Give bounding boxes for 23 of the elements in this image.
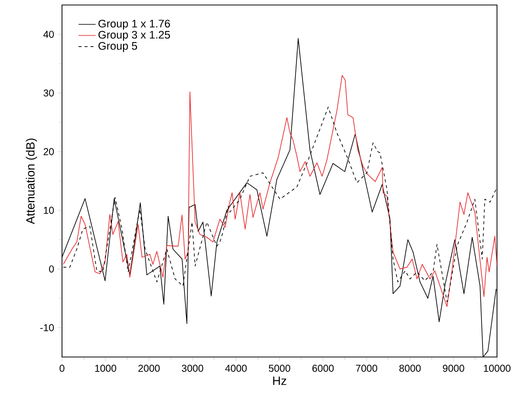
y-tick-label: -10 (40, 324, 54, 332)
y-tick-label: 30 (44, 89, 54, 97)
y-tick-label: 10 (44, 206, 54, 214)
y-tick-label: 0 (49, 265, 54, 273)
x-tick-label: 4000 (225, 364, 247, 372)
legend-label: Group 5 (98, 42, 138, 52)
legend-label: Group 3 x 1.25 (98, 30, 170, 41)
x-axis-title: Hz (273, 376, 286, 385)
x-tick-label: 2000 (138, 364, 160, 372)
line-series (62, 75, 498, 307)
x-tick-label: 6000 (312, 364, 334, 372)
y-tick-label: 20 (44, 148, 54, 156)
x-tick-label: 7000 (356, 364, 378, 372)
x-tick-label: 0 (60, 364, 64, 372)
x-tick-label: 10000 (484, 364, 510, 372)
x-tick-label: 3000 (182, 364, 204, 372)
y-axis-title: Attenuation (dB) (26, 138, 37, 224)
x-tick-label: 9000 (442, 364, 464, 372)
legend-label: Group 1 x 1.76 (98, 20, 170, 30)
y-tick-label: 40 (43, 30, 54, 38)
x-tick-label: 1000 (95, 364, 116, 372)
x-tick-label: 8000 (399, 364, 421, 372)
x-tick-label: 5000 (268, 364, 290, 372)
